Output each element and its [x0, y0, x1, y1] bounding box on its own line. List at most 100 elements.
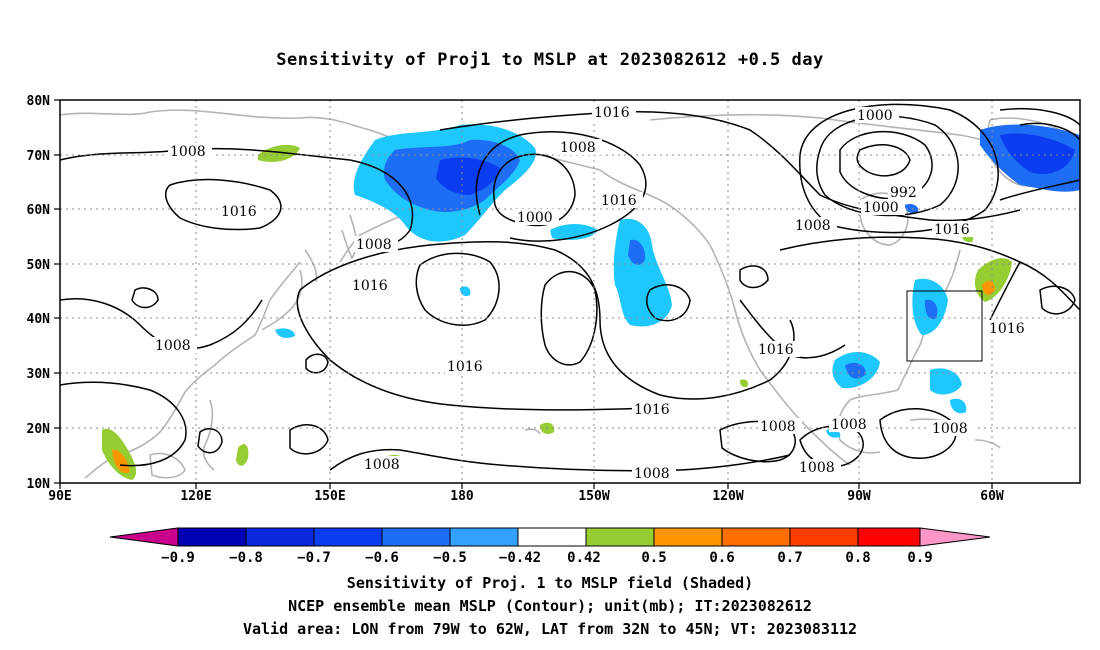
svg-text:1008: 1008 [799, 460, 835, 476]
colorbar-label: −0.7 [297, 550, 331, 566]
svg-text:1016: 1016 [601, 193, 637, 209]
contour-1016-inner [415, 252, 500, 326]
contour-label: 1008 [758, 418, 802, 435]
contour-low-1 [856, 144, 911, 177]
lon-label: 60W [980, 489, 1004, 504]
contour-label: 1000 [515, 209, 559, 226]
coastline-kamchatka [341, 214, 357, 260]
lat-label: 20N [27, 422, 51, 437]
shade-pacific-spot [460, 286, 471, 297]
svg-text:1016: 1016 [989, 321, 1025, 337]
colorbar-box [857, 527, 921, 547]
svg-text:1008: 1008 [356, 237, 392, 253]
shade-pos-indochina-mid [112, 449, 130, 474]
contour-label: 1008 [168, 143, 212, 160]
shade-pos-newengland-mid [982, 280, 995, 295]
svg-text:1016: 1016 [634, 402, 670, 418]
svg-text:992: 992 [890, 185, 917, 201]
colorbar-box [721, 527, 791, 547]
contour-label: 992 [888, 184, 922, 201]
contour-1008-north [59, 147, 414, 248]
colorbar-label: 0.42 [567, 550, 601, 566]
colorbar-high-triangle [919, 527, 991, 547]
lat-label: 30N [27, 367, 51, 382]
contour-greenland [999, 107, 1081, 201]
contour-small-3 [305, 353, 329, 374]
contour-small-5 [739, 265, 769, 289]
shade-npacific-column-mid [628, 239, 646, 265]
svg-text:1008: 1008 [560, 140, 596, 156]
colorbar-box [313, 527, 383, 547]
contour-1016-asia [164, 178, 282, 231]
coastline-na-west [709, 244, 851, 466]
contour-label: 1016 [219, 203, 263, 220]
lat-label: 10N [27, 477, 51, 492]
lon-label: 150W [578, 489, 609, 504]
map-title: Sensitivity of Proj1 to MSLP at 20230826… [276, 50, 824, 70]
contour-label: 1016 [632, 401, 676, 418]
shade-pos-philippines [236, 444, 249, 466]
colorbar-label: 0.6 [709, 550, 734, 566]
colorbar-box [177, 527, 247, 547]
shade-east-coast-mid [924, 299, 938, 320]
plot-frame [59, 99, 1081, 484]
colorbar-box [449, 527, 519, 547]
colorbar-label: 0.9 [907, 550, 932, 566]
contour-label: 1000 [861, 199, 905, 216]
shade-pos-siberia [258, 144, 300, 162]
colorbar-label: −0.9 [161, 550, 195, 566]
plot-area: 1016 1008 1008 1016 1000 1016 1000 992 1… [59, 99, 1081, 484]
contour-1016-inner2 [540, 270, 598, 366]
caption-line-2: NCEP ensemble mean MSLP (Contour); unit(… [288, 597, 812, 615]
colorbar-label: 0.7 [777, 550, 802, 566]
lat-label: 70N [27, 149, 51, 164]
contour-1008-east [779, 236, 1081, 311]
contour-label: 1008 [632, 465, 676, 482]
axis-ticks [54, 99, 993, 489]
sensitivity-shading [102, 124, 1080, 480]
colorbar-box [653, 527, 723, 547]
svg-text:1008: 1008 [364, 457, 400, 473]
caption-line-3: Valid area: LON from 79W to 62W, LAT fro… [242, 620, 858, 638]
contour-label: 1016 [592, 104, 636, 121]
lon-label: 180 [450, 489, 474, 504]
svg-text:1016: 1016 [221, 204, 257, 220]
lat-label: 80N [27, 94, 51, 109]
longitude-labels: 90E 120E 150E 180 150W 120W 90W 60W [48, 489, 1004, 504]
coastline-asia [59, 109, 435, 263]
svg-text:1016: 1016 [594, 105, 630, 121]
contour-label: 1008 [362, 456, 406, 473]
lon-label: 120E [180, 489, 211, 504]
coastlines [59, 109, 1065, 479]
shade-atlantic [930, 368, 962, 395]
caption-line-1: Sensitivity of Proj. 1 to MSLP field (Sh… [346, 574, 754, 592]
coastline-borneo [149, 452, 186, 479]
latitude-labels: 80N 70N 60N 50N 40N 30N 20N 10N [27, 94, 51, 492]
svg-text:1000: 1000 [863, 200, 899, 216]
contour-label: 1016 [350, 277, 394, 294]
contour-labels: 1016 1008 1008 1016 1000 1016 1000 992 1… [153, 104, 1031, 482]
contour-label: 1016 [599, 192, 643, 209]
lon-label: 90W [847, 489, 871, 504]
colorbar-box [245, 527, 315, 547]
svg-text:1016: 1016 [447, 359, 483, 375]
colorbar-labels: −0.9 −0.8 −0.7 −0.6 −0.5 −0.42 0.42 0.5 … [161, 550, 933, 566]
contour-1008-aleut [475, 131, 647, 242]
lon-label: 90E [48, 489, 71, 504]
svg-text:1000: 1000 [857, 108, 893, 124]
lat-label: 40N [27, 312, 51, 327]
contour-label: 1016 [756, 341, 800, 358]
svg-text:1008: 1008 [155, 338, 191, 354]
colorbar-label: 0.8 [845, 550, 870, 566]
lat-label: 50N [27, 258, 51, 273]
colorbar-label: 0.5 [641, 550, 666, 566]
svg-text:1016: 1016 [352, 278, 388, 294]
contour-label: 1016 [445, 358, 489, 375]
colorbar-label: −0.5 [433, 550, 467, 566]
contour-label: 1008 [153, 337, 197, 354]
shade-greenland-strong [1000, 133, 1075, 174]
contour-1008-south [329, 448, 791, 472]
contour-low-2 [839, 130, 933, 200]
lat-label: 60N [27, 203, 51, 218]
contour-label: 1008 [829, 416, 873, 433]
